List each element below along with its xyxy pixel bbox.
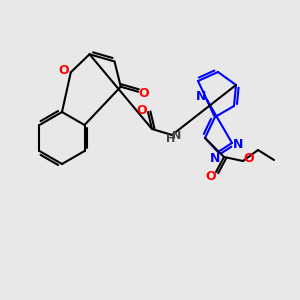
Text: N: N (233, 139, 243, 152)
Text: N: N (196, 89, 206, 103)
Text: O: O (137, 103, 147, 116)
Text: N: N (172, 131, 182, 141)
Text: O: O (244, 152, 254, 166)
Text: O: O (139, 87, 149, 100)
Text: H: H (167, 134, 176, 144)
Text: O: O (206, 169, 216, 182)
Text: O: O (59, 64, 69, 77)
Text: N: N (210, 152, 220, 164)
